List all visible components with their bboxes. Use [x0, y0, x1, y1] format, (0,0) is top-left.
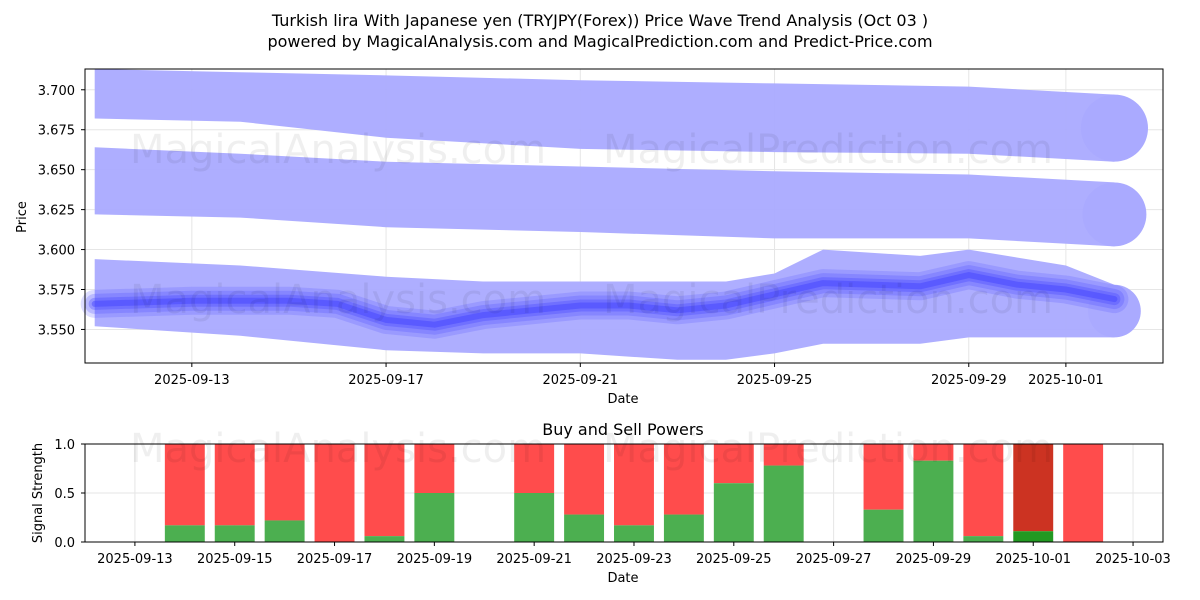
buy-bar — [364, 536, 405, 542]
sell-bar — [763, 444, 804, 466]
chart-title-line2: powered by MagicalAnalysis.com and Magic… — [267, 32, 932, 51]
price-band-1 — [94, 69, 1115, 162]
price-y-ticks: 3.550 3.575 3.600 3.625 3.650 3.675 3.700 — [38, 84, 85, 338]
sell-bar — [963, 444, 1004, 537]
signal-x-tick-label: 2025-09-13 — [97, 552, 173, 567]
price-y-tick-label: 3.550 — [38, 323, 75, 338]
sell-bar — [614, 444, 654, 526]
watermark-prediction-2: MagicalPrediction.com — [603, 277, 1053, 323]
sell-bar — [863, 444, 904, 510]
signal-y-tick-label: 0.0 — [54, 536, 75, 551]
price-x-tick-label: 2025-09-29 — [931, 373, 1007, 388]
buy-bar — [164, 525, 205, 542]
watermark-analysis-3: MagicalAnalysis.com — [130, 426, 546, 472]
buy-bar — [663, 514, 704, 542]
price-band-cap-3 — [1088, 284, 1141, 338]
price-band-cap-1 — [1080, 94, 1148, 162]
price-x-tick-label: 2025-09-17 — [348, 373, 424, 388]
buy-bar — [713, 483, 754, 542]
sell-bar — [264, 444, 305, 521]
price-wave-line-2 — [88, 269, 1121, 331]
buy-bar — [913, 460, 954, 542]
price-y-tick-label: 3.650 — [38, 164, 75, 179]
sell-bar — [414, 444, 455, 493]
sell-bar — [1013, 444, 1054, 532]
signal-x-tick-label: 2025-09-25 — [696, 552, 772, 567]
signal-x-ticks: 2025-09-13 2025-09-15 2025-09-17 2025-09-19… — [97, 542, 1171, 567]
buy-bar — [264, 520, 305, 542]
price-wave-line-3 — [91, 272, 1118, 328]
signal-y-tick-label: 1.0 — [54, 438, 75, 453]
signal-x-tick-label: 2025-09-29 — [896, 552, 972, 567]
price-x-ticks: 2025-09-13 2025-09-17 2025-09-21 2025-09-25… — [154, 363, 1104, 388]
buy-bar — [763, 465, 804, 542]
buy-bar — [564, 514, 605, 542]
signal-x-tick-label: 2025-09-21 — [496, 552, 572, 567]
price-x-tick-label: 2025-09-21 — [543, 373, 619, 388]
price-band-2 — [94, 147, 1115, 247]
price-y-axis-label: Price — [15, 201, 30, 233]
sell-bar — [564, 444, 605, 515]
price-y-tick-label: 3.700 — [38, 84, 75, 99]
buy-bar — [863, 509, 904, 542]
price-bands — [94, 69, 1148, 360]
price-x-axis-label: Date — [607, 392, 638, 407]
price-wave-line-0 — [80, 261, 1129, 339]
price-plot-frame — [84, 68, 1164, 364]
buy-bar — [414, 493, 455, 542]
signal-chart: Buy and Sell Powers MagicalAnalysis.com … — [31, 420, 1171, 586]
signal-y-axis-label: Signal Strength — [31, 443, 46, 543]
signal-x-tick-label: 2025-09-23 — [596, 552, 672, 567]
signal-x-tick-label: 2025-09-17 — [297, 552, 373, 567]
price-x-tick-label: 2025-10-01 — [1028, 373, 1104, 388]
buy-bar — [963, 536, 1004, 542]
chart-title-line1: Turkish lira With Japanese yen (TRYJPY(F… — [271, 11, 928, 30]
price-wave-line-1 — [84, 265, 1125, 335]
buy-bar — [1013, 531, 1054, 542]
buy-bar — [514, 493, 555, 542]
signal-bars — [164, 444, 1104, 542]
price-band-3 — [94, 249, 1115, 360]
sell-bar — [364, 444, 405, 537]
sell-bar — [663, 444, 704, 515]
buy-bar — [614, 525, 654, 542]
watermark-prediction-3: MagicalPrediction.com — [603, 426, 1053, 472]
price-y-tick-label: 3.625 — [38, 204, 75, 219]
signal-x-axis-label: Date — [607, 571, 638, 586]
sell-bar — [913, 444, 954, 461]
signal-x-tick-label: 2025-09-27 — [796, 552, 872, 567]
price-chart: MagicalAnalysis.com MagicalPrediction.co… — [15, 68, 1164, 407]
price-y-tick-label: 3.575 — [38, 284, 75, 299]
signal-y-tick-label: 0.5 — [54, 487, 75, 502]
price-x-tick-label: 2025-09-13 — [154, 373, 230, 388]
signal-y-ticks: 0.0 0.5 1.0 — [54, 438, 85, 551]
signal-x-tick-label: 2025-10-03 — [1095, 552, 1171, 567]
signal-x-tick-label: 2025-09-19 — [397, 552, 473, 567]
price-y-tick-label: 3.675 — [38, 124, 75, 139]
signal-x-tick-label: 2025-09-15 — [197, 552, 273, 567]
sell-bar — [214, 444, 255, 526]
price-wave — [80, 261, 1129, 339]
buy-bar — [214, 525, 255, 542]
watermark-analysis-2: MagicalAnalysis.com — [130, 277, 546, 323]
price-y-tick-label: 3.600 — [38, 244, 75, 259]
sell-bar — [713, 444, 754, 484]
sell-bar — [1063, 444, 1104, 542]
watermark-prediction: MagicalPrediction.com — [603, 127, 1053, 173]
sell-bar — [314, 444, 355, 542]
signal-x-tick-label: 2025-10-01 — [995, 552, 1071, 567]
price-x-tick-label: 2025-09-25 — [737, 373, 813, 388]
signal-chart-title: Buy and Sell Powers — [542, 420, 704, 439]
sell-bar — [514, 444, 555, 493]
sell-bar — [164, 444, 205, 526]
watermark-analysis: MagicalAnalysis.com — [130, 127, 546, 173]
price-band-cap-2 — [1082, 182, 1147, 247]
